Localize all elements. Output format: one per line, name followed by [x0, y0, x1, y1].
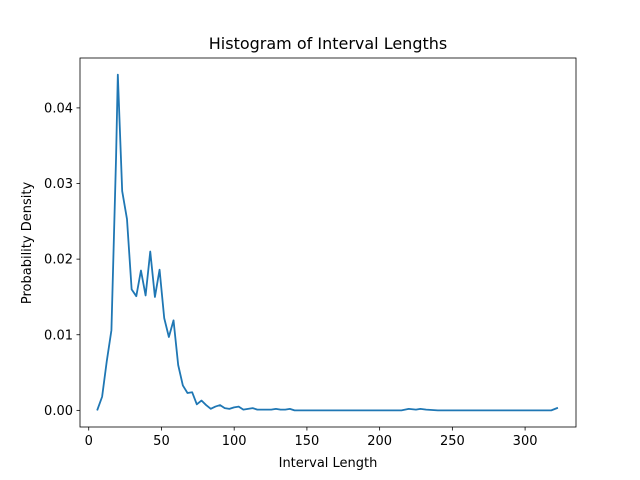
axis-ticks: 0 50 100 150 200 250 300 0.00 0.01 0.02 0.03 0.04	[44, 101, 537, 449]
plot-frame	[79, 57, 577, 428]
x-tick-label: 0	[85, 434, 93, 449]
x-tick-label: 150	[294, 434, 319, 449]
density-line	[96, 73, 559, 412]
x-tick-label: 100	[222, 434, 247, 449]
chart-title: Histogram of Interval Lengths	[209, 34, 447, 53]
y-tick-label: 0.04	[44, 101, 73, 116]
y-tick-label: 0.03	[44, 177, 73, 192]
x-tick-label: 300	[513, 434, 538, 449]
x-tick-label: 50	[153, 434, 170, 449]
x-tick-label: 200	[367, 434, 392, 449]
plot-area	[96, 73, 559, 412]
y-axis-label: Probability Density	[20, 182, 35, 305]
y-tick-label: 0.01	[44, 328, 73, 343]
x-tick-label: 250	[440, 434, 465, 449]
y-tick-label: 0.02	[44, 253, 73, 268]
y-tick-label: 0.00	[44, 404, 73, 419]
x-axis-label: Interval Length	[279, 456, 378, 471]
